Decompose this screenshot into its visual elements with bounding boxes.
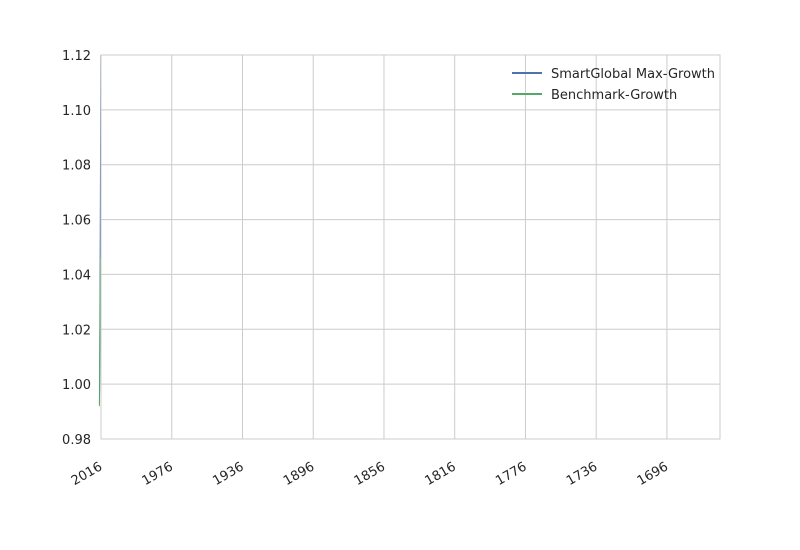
x-tick-label: 1776 <box>493 459 529 489</box>
y-tick-label: 1.06 <box>62 214 91 229</box>
plot-frame <box>100 54 721 440</box>
x-tick-label: 1896 <box>281 459 317 489</box>
x-axis-ticks: 2016 1976 1936 1896 1856 1816 1776 1736 1696 <box>69 459 671 489</box>
y-tick-label: 1.00 <box>62 378 91 393</box>
x-tick-label: 1816 <box>423 459 459 489</box>
y-tick-label: 1.04 <box>62 268 91 283</box>
x-tick-label: 1736 <box>564 459 600 489</box>
y-axis-ticks: 0.98 1.00 1.02 1.04 1.06 1.08 1.10 1.12 <box>62 49 91 448</box>
y-tick-label: 0.98 <box>62 433 91 448</box>
series-line-1 <box>98 257 101 407</box>
y-tick-label: 1.02 <box>62 323 91 338</box>
y-tick-label: 1.10 <box>62 104 91 119</box>
x-tick-label: 1936 <box>210 459 246 489</box>
legend-label-0: SmartGlobal Max-Growth <box>551 67 715 82</box>
x-tick-label: 1696 <box>635 459 671 489</box>
x-tick-label: 1976 <box>140 459 176 489</box>
x-tick-label: 2016 <box>69 459 105 489</box>
legend-label-1: Benchmark-Growth <box>551 88 677 103</box>
x-tick-label: 1856 <box>352 459 388 489</box>
y-tick-label: 1.08 <box>62 159 91 174</box>
legend: SmartGlobal Max-Growth Benchmark-Growth <box>512 67 715 103</box>
grid <box>100 54 720 440</box>
y-tick-label: 1.12 <box>62 49 91 64</box>
